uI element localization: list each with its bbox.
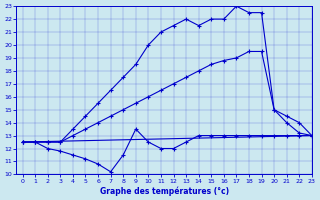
X-axis label: Graphe des températures (°c): Graphe des températures (°c) [100,186,229,196]
